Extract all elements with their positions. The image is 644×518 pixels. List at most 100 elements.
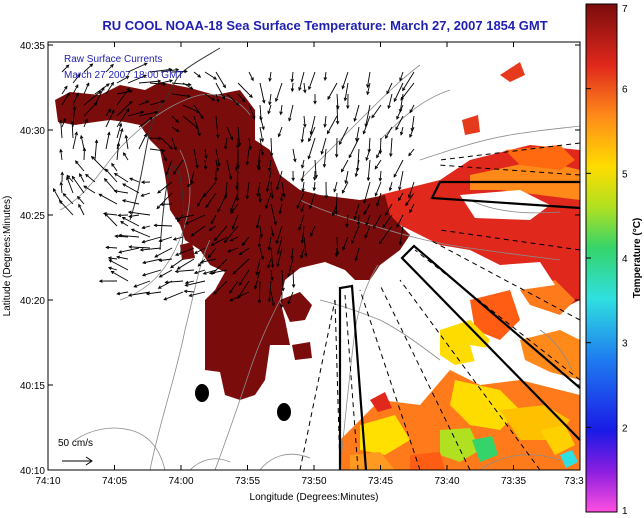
current-vector	[287, 291, 294, 304]
current-vector-head	[175, 68, 180, 72]
current-vector	[396, 214, 404, 228]
current-vector-head	[161, 99, 166, 104]
current-vector-head	[124, 134, 129, 139]
current-vector	[275, 82, 283, 102]
current-vector	[63, 193, 74, 205]
current-vector	[72, 92, 79, 106]
current-vector-head	[197, 263, 202, 267]
current-vector	[120, 221, 129, 227]
current-vector-head	[66, 92, 70, 97]
current-vector	[122, 217, 140, 227]
current-vector	[259, 137, 264, 155]
current-vector	[226, 126, 233, 140]
current-vector	[122, 183, 140, 194]
current-vector-head	[393, 173, 397, 178]
current-vector	[149, 100, 165, 106]
current-vector-head	[125, 108, 130, 112]
current-vector	[399, 93, 404, 113]
current-vector	[396, 104, 404, 120]
colorbar-tick-label: 6	[622, 85, 628, 96]
current-vector-head	[153, 223, 158, 228]
current-vector	[59, 200, 74, 216]
current-vector	[342, 71, 349, 89]
current-vector	[141, 192, 151, 197]
current-vector-head	[276, 250, 281, 255]
current-vector-head	[300, 239, 305, 244]
current-vector-head	[216, 134, 220, 139]
current-vector-head	[129, 89, 134, 94]
current-vector-head	[378, 240, 383, 245]
current-vector-head	[281, 287, 285, 292]
current-vector-head	[252, 115, 256, 120]
current-vector-head	[169, 79, 174, 83]
current-vector	[83, 185, 96, 194]
current-vector	[83, 102, 98, 117]
current-vector	[348, 137, 360, 158]
current-vector-head	[158, 258, 163, 263]
current-vector	[237, 93, 246, 102]
current-vector-head	[162, 82, 167, 86]
current-vector	[80, 135, 85, 150]
current-vector	[60, 182, 63, 194]
current-vector	[108, 257, 118, 260]
current-vector-head	[189, 86, 194, 90]
current-vector-head	[224, 145, 228, 150]
current-vector-head	[117, 233, 122, 238]
current-vector-head	[123, 152, 127, 156]
current-vector-head	[324, 195, 328, 199]
current-vector	[236, 170, 239, 189]
current-vector-head	[313, 100, 317, 105]
current-vector	[185, 280, 195, 284]
current-vector-head	[175, 128, 180, 133]
current-vector	[105, 64, 114, 73]
current-vector-head	[398, 241, 403, 246]
current-vector-head	[187, 82, 192, 87]
current-vector	[367, 71, 371, 88]
current-vector-head	[363, 211, 367, 216]
current-vector	[259, 225, 262, 238]
current-vector-head	[174, 269, 179, 274]
current-vector-head	[214, 177, 218, 182]
current-vector-head	[230, 208, 234, 213]
current-vector-head	[245, 195, 250, 200]
current-vector-head	[388, 187, 393, 192]
current-vector	[204, 159, 207, 169]
current-vector	[72, 84, 79, 95]
y-tick-label: 40:35	[20, 41, 45, 52]
current-vector	[303, 82, 306, 93]
current-vector	[226, 159, 232, 180]
current-vector-head	[290, 255, 294, 260]
current-vector-head	[334, 253, 339, 258]
current-vector	[308, 137, 316, 159]
scale-arrow	[62, 456, 93, 466]
current-vector-head	[276, 263, 280, 268]
current-vector-head	[174, 216, 179, 221]
current-vector	[131, 228, 151, 238]
current-vector	[257, 148, 261, 169]
current-vector-head	[293, 158, 297, 163]
current-vector-head	[395, 126, 399, 131]
current-vector-head	[117, 213, 122, 218]
current-vector-head	[64, 85, 68, 90]
current-vector	[111, 270, 129, 282]
x-tick-label: 74:10	[35, 476, 60, 487]
current-vector	[269, 93, 272, 105]
current-vector-head	[273, 221, 277, 226]
y-tick-label: 40:10	[20, 466, 45, 477]
current-vector-head	[89, 63, 94, 67]
current-vector-head	[331, 212, 336, 217]
current-vector	[171, 82, 191, 86]
current-vector	[83, 91, 101, 106]
current-vector-head	[175, 252, 179, 256]
current-vector	[215, 148, 220, 167]
current-vector	[83, 83, 90, 95]
current-vector	[205, 192, 217, 208]
current-vector	[116, 101, 133, 117]
current-vector-head	[110, 270, 115, 275]
current-vector	[118, 247, 140, 253]
current-vector-head	[210, 242, 215, 246]
current-vector	[203, 269, 217, 275]
current-vector-head	[157, 190, 161, 194]
current-vector-head	[79, 134, 84, 139]
